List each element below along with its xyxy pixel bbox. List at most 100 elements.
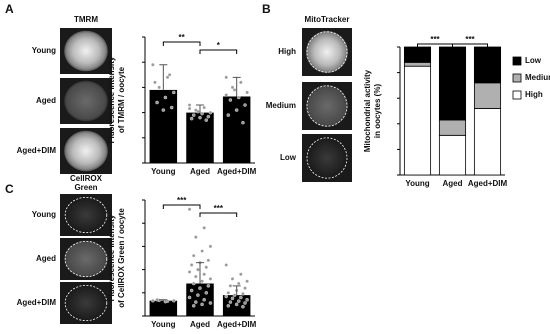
y-axis-label: Fluorescence intensity bbox=[107, 56, 116, 143]
x-tick-label: Young bbox=[151, 320, 175, 329]
significance-label: * bbox=[217, 41, 221, 50]
x-tick-label: Aged+DIM bbox=[217, 167, 257, 176]
data-point bbox=[226, 113, 231, 117]
bar bbox=[149, 300, 178, 316]
oocyte bbox=[306, 84, 348, 128]
data-point bbox=[245, 298, 249, 302]
data-point bbox=[163, 95, 168, 100]
data-point bbox=[169, 105, 174, 110]
oocyte-outline bbox=[64, 240, 108, 278]
image-label: Young bbox=[32, 46, 56, 55]
data-point bbox=[208, 301, 213, 305]
data-point bbox=[155, 298, 159, 302]
bar-segment bbox=[473, 108, 502, 176]
bar-segment bbox=[403, 61, 432, 67]
data-point bbox=[187, 270, 192, 274]
oocyte bbox=[64, 130, 108, 172]
x-tick-label: Aged bbox=[190, 320, 210, 329]
data-point bbox=[198, 286, 202, 290]
data-point bbox=[191, 253, 196, 258]
legend-swatch bbox=[512, 56, 522, 66]
data-point bbox=[153, 80, 157, 85]
significance-label: *** bbox=[177, 196, 187, 205]
panel-label: B bbox=[262, 2, 271, 16]
data-point bbox=[189, 288, 194, 293]
data-point bbox=[200, 249, 204, 253]
data-point bbox=[237, 299, 241, 303]
error-bar bbox=[159, 299, 168, 301]
data-point bbox=[161, 108, 166, 112]
x-tick-label: Aged+DIM bbox=[217, 320, 257, 329]
data-point bbox=[228, 300, 233, 304]
data-point bbox=[224, 75, 228, 80]
significance-label: *** bbox=[465, 35, 475, 44]
data-point bbox=[206, 258, 211, 263]
error-bar bbox=[196, 104, 204, 113]
data-point bbox=[204, 265, 209, 270]
bar bbox=[149, 89, 178, 163]
bar-segment bbox=[403, 65, 432, 176]
image-label: Young bbox=[32, 210, 56, 219]
data-point bbox=[226, 291, 231, 295]
error-bar bbox=[159, 64, 168, 90]
data-point bbox=[243, 301, 247, 305]
oocyte bbox=[64, 284, 108, 322]
data-point bbox=[239, 80, 243, 85]
image-label: High bbox=[278, 47, 296, 56]
oocyte bbox=[64, 196, 108, 234]
oocyte-outline bbox=[306, 85, 348, 127]
data-point bbox=[224, 263, 228, 267]
data-point bbox=[239, 295, 243, 300]
legend-label: Low bbox=[525, 56, 542, 65]
oocyte-outline bbox=[64, 196, 108, 234]
image-title: Green bbox=[74, 183, 97, 192]
x-tick-label: Young bbox=[151, 167, 175, 176]
data-point bbox=[208, 244, 213, 249]
data-point bbox=[232, 88, 237, 92]
data-point bbox=[157, 85, 161, 90]
data-point bbox=[224, 93, 228, 97]
oocyte bbox=[306, 30, 348, 74]
data-point bbox=[191, 113, 196, 117]
image-label: Aged bbox=[36, 96, 56, 105]
data-point bbox=[202, 272, 206, 276]
data-point bbox=[234, 302, 239, 307]
data-point bbox=[202, 298, 206, 302]
bar bbox=[186, 112, 214, 163]
error-bar bbox=[232, 76, 241, 97]
data-point bbox=[194, 235, 198, 239]
significance-label: *** bbox=[214, 204, 224, 213]
data-point bbox=[163, 299, 168, 304]
data-point bbox=[245, 90, 249, 95]
oocyte bbox=[64, 80, 108, 122]
x-tick-label: Aged+DIM bbox=[468, 179, 508, 188]
data-point bbox=[151, 298, 155, 303]
error-bar bbox=[232, 285, 241, 296]
data-point bbox=[245, 279, 249, 283]
significance-bracket bbox=[162, 204, 201, 209]
oocyte-outline bbox=[306, 137, 348, 179]
data-point bbox=[204, 118, 209, 122]
data-point bbox=[198, 115, 202, 120]
x-tick-label: Young bbox=[405, 179, 429, 188]
data-point bbox=[200, 302, 204, 307]
legend-swatch bbox=[512, 90, 522, 100]
data-point bbox=[228, 98, 233, 102]
oocyte bbox=[64, 240, 108, 278]
data-point bbox=[202, 105, 206, 110]
image-label: Aged+DIM bbox=[17, 298, 57, 307]
data-point bbox=[172, 298, 176, 303]
bar-segment bbox=[438, 134, 467, 176]
significance-label: *** bbox=[430, 35, 440, 44]
y-axis-label: Fluorescence intensity bbox=[107, 214, 116, 301]
data-point bbox=[151, 62, 155, 67]
data-point bbox=[187, 295, 192, 300]
data-point bbox=[196, 109, 200, 114]
significance-bracket bbox=[199, 212, 238, 217]
data-point bbox=[208, 110, 213, 115]
data-point bbox=[172, 90, 176, 95]
data-point bbox=[189, 263, 194, 267]
data-point bbox=[204, 291, 209, 295]
data-point bbox=[243, 103, 247, 107]
significance-bracket bbox=[162, 41, 201, 46]
